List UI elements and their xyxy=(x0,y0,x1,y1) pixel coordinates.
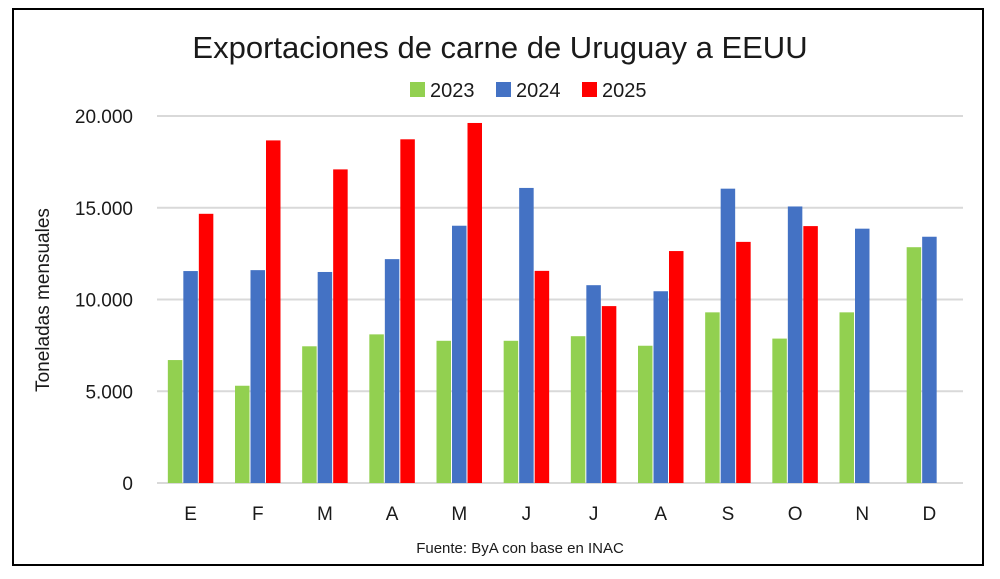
x-tick-label: F xyxy=(252,504,264,525)
bar-2023-10 xyxy=(839,312,854,483)
bar-2023-3 xyxy=(369,334,384,483)
legend-label-2023: 2023 xyxy=(430,80,475,102)
bar-2024-10 xyxy=(855,228,870,483)
bar-2025-7 xyxy=(669,251,684,483)
x-tick-label: E xyxy=(184,504,197,525)
x-tick-label: N xyxy=(855,504,869,525)
bar-2023-2 xyxy=(302,346,317,483)
legend: 2023 2024 2025 xyxy=(410,80,647,102)
y-tick-label: 10.000 xyxy=(75,291,133,312)
y-tick-label: 5.000 xyxy=(85,382,133,403)
gridlines xyxy=(157,115,963,484)
y-tick-label: 20.000 xyxy=(75,107,133,128)
bar-2024-7 xyxy=(653,291,668,483)
bar-2023-0 xyxy=(167,360,183,483)
legend-swatch-2023 xyxy=(410,82,425,97)
bar-2024-2 xyxy=(317,271,333,483)
bar-2024-4 xyxy=(452,225,467,483)
bar-2025-5 xyxy=(534,270,550,483)
bar-2023-4 xyxy=(436,340,451,483)
y-axis-label: Toneladas mensuales xyxy=(33,208,54,392)
bar-2025-6 xyxy=(601,306,617,483)
bar-2025-3 xyxy=(400,139,415,483)
bar-2024-1 xyxy=(250,270,265,483)
x-tick-label: S xyxy=(722,504,735,525)
x-tick-label: A xyxy=(654,504,667,525)
bar-2024-3 xyxy=(384,259,400,483)
legend-swatch-2024 xyxy=(496,82,511,97)
bar-2025-1 xyxy=(266,140,281,483)
bar-2024-5 xyxy=(519,187,534,483)
x-tick-label: D xyxy=(923,504,937,525)
legend-swatch-2025 xyxy=(582,82,597,97)
x-tick-label: J xyxy=(589,504,599,525)
x-tick-label: O xyxy=(788,504,803,525)
x-tick-label: M xyxy=(317,504,333,525)
source-note: Fuente: ByA con base en INAC xyxy=(416,540,624,557)
bar-2023-6 xyxy=(570,336,586,483)
bar-2023-5 xyxy=(503,340,519,483)
x-tick-label: A xyxy=(386,504,399,525)
y-tick-label: 0 xyxy=(122,474,133,495)
legend-label-2025: 2025 xyxy=(602,80,647,102)
x-tick-label: M xyxy=(451,504,467,525)
bars xyxy=(167,122,937,484)
bar-2023-11 xyxy=(906,247,922,483)
bar-2023-9 xyxy=(772,338,787,483)
chart-title: Exportaciones de carne de Uruguay a EEUU xyxy=(192,30,807,65)
bar-2024-6 xyxy=(586,285,601,483)
y-axis-ticks: 0 5.000 10.000 15.000 20.000 xyxy=(75,107,133,495)
bar-2023-1 xyxy=(235,385,250,483)
legend-label-2024: 2024 xyxy=(516,80,561,102)
bar-2025-4 xyxy=(467,122,482,484)
bar-2024-0 xyxy=(183,271,198,483)
bar-2024-11 xyxy=(922,236,937,483)
bar-2025-9 xyxy=(803,226,818,483)
x-tick-label: J xyxy=(522,504,532,525)
bar-2023-8 xyxy=(705,312,720,483)
bar-2025-8 xyxy=(736,241,751,483)
bar-2024-9 xyxy=(787,206,803,483)
bar-2025-0 xyxy=(198,213,214,484)
bar-2023-7 xyxy=(638,345,653,483)
y-tick-label: 15.000 xyxy=(75,199,133,220)
bar-2025-2 xyxy=(333,169,348,483)
bar-2024-8 xyxy=(720,188,736,483)
